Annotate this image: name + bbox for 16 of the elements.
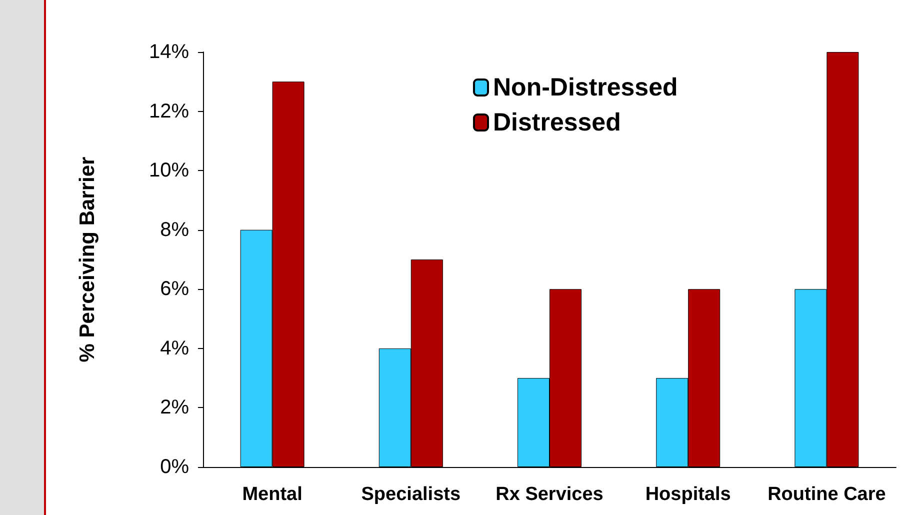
x-tick-label: Rx Services [496, 484, 604, 505]
x-tick-label: Mental [242, 484, 302, 505]
y-tick-label: 0% [160, 456, 190, 478]
y-tick-label: 12% [148, 100, 190, 122]
x-tick-label: Hospitals [645, 484, 731, 505]
legend-label: Distressed [493, 108, 621, 136]
x-tick-label: Specialists [361, 484, 461, 505]
y-tick-label: 14% [148, 41, 190, 63]
legend-label: Non-Distressed [493, 74, 678, 102]
y-tick-label: 6% [160, 278, 190, 300]
y-tick-label: 2% [160, 396, 190, 419]
y-tick-label: 10% [148, 160, 190, 182]
y-tick-label: 8% [160, 218, 190, 241]
x-tick-label: Routine Care [768, 484, 886, 505]
y-axis-title: % Perceiving Barrier [76, 156, 99, 362]
y-tick-label: 4% [160, 337, 190, 360]
